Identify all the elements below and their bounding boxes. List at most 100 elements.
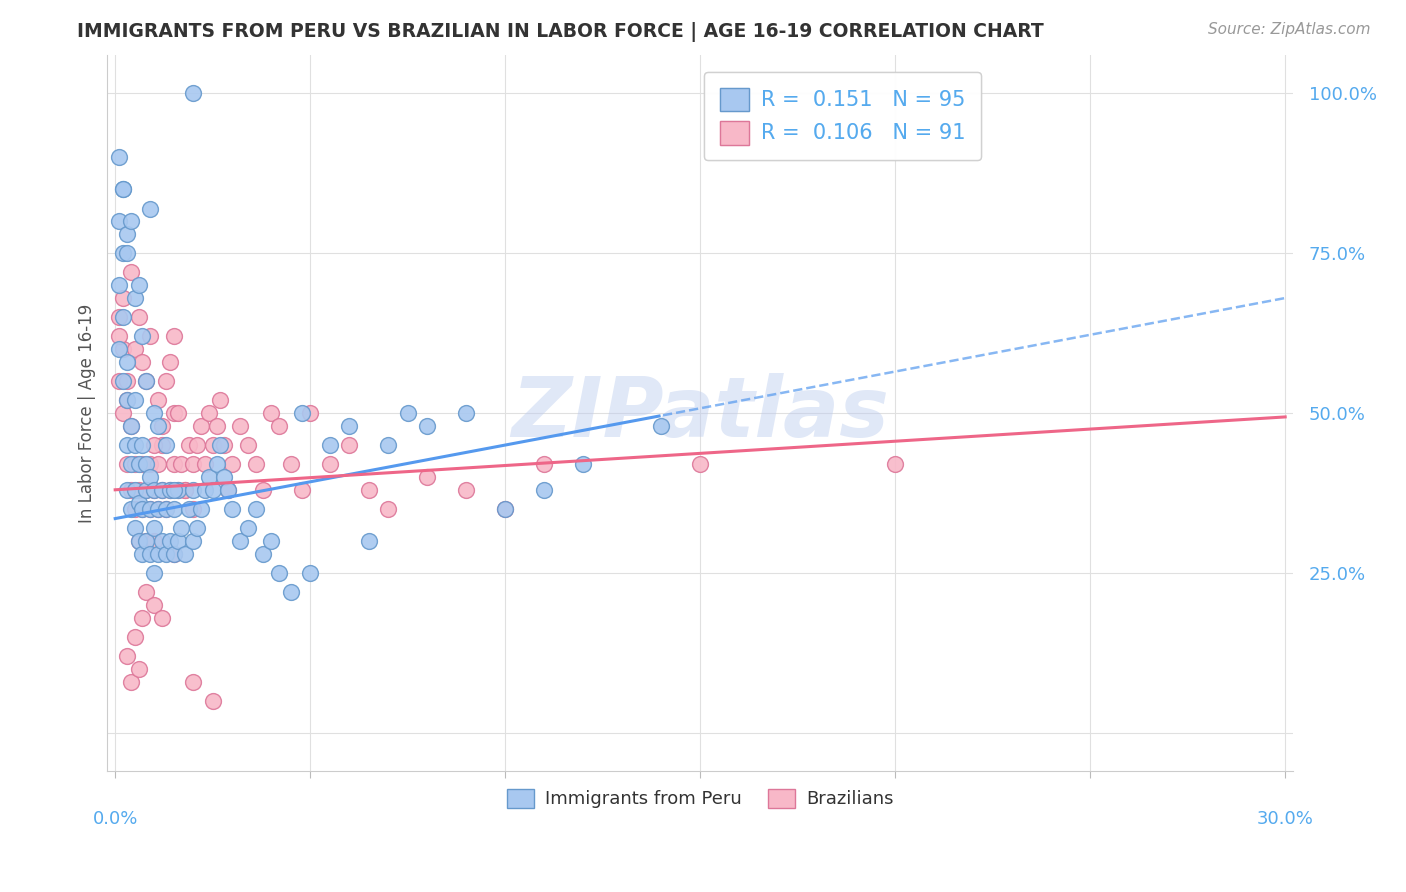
Point (135, 585, 157, 599)
Point (245, 457, 267, 471)
Point (181, 457, 204, 471)
Point (146, 457, 169, 471)
Point (318, 457, 340, 471)
Point (139, 470, 162, 484)
Point (143, 483, 166, 497)
Point (357, 533, 380, 548)
Point (299, 406, 322, 420)
Point (181, 533, 204, 548)
Point (120, 457, 142, 471)
Point (201, 483, 224, 497)
Point (128, 483, 150, 497)
Point (217, 483, 239, 497)
Point (115, 438, 138, 452)
Point (197, 406, 219, 420)
Point (166, 483, 188, 497)
Point (124, 438, 146, 452)
Text: IMMIGRANTS FROM PERU VS BRAZILIAN IN LABOR FORCE | AGE 16-19 CORRELATION CHART: IMMIGRANTS FROM PERU VS BRAZILIAN IN LAB… (77, 22, 1045, 42)
Point (128, 495, 150, 509)
Point (111, 246, 134, 260)
Point (128, 310, 150, 325)
Point (150, 483, 173, 497)
Point (111, 342, 134, 356)
Point (166, 533, 188, 548)
Point (111, 291, 134, 305)
Point (201, 438, 224, 452)
Point (179, 502, 201, 516)
Point (245, 502, 267, 516)
Point (229, 533, 252, 548)
Point (115, 457, 138, 471)
Point (124, 342, 146, 356)
Point (416, 418, 439, 433)
Point (252, 483, 274, 497)
Point (236, 521, 259, 535)
Point (120, 418, 142, 433)
Point (108, 310, 131, 325)
Point (115, 227, 138, 241)
Point (155, 502, 177, 516)
Point (146, 418, 169, 433)
Text: 0.0%: 0.0% (93, 810, 138, 828)
Point (214, 438, 236, 452)
Point (291, 406, 314, 420)
Point (163, 483, 186, 497)
Point (143, 598, 166, 612)
Point (139, 457, 162, 471)
Point (108, 150, 131, 164)
Point (267, 418, 290, 433)
Point (280, 457, 302, 471)
Point (190, 502, 212, 516)
Point (108, 214, 131, 228)
Point (124, 502, 146, 516)
Point (209, 393, 232, 408)
Point (146, 393, 169, 408)
Point (150, 533, 173, 548)
Point (181, 502, 204, 516)
Point (135, 483, 157, 497)
Point (377, 438, 399, 452)
Point (221, 457, 243, 471)
Point (115, 355, 138, 369)
Point (252, 547, 274, 561)
Point (170, 457, 193, 471)
Point (146, 547, 169, 561)
Point (159, 483, 181, 497)
Point (267, 566, 290, 580)
Point (111, 182, 134, 196)
Point (318, 438, 340, 452)
Point (150, 438, 173, 452)
Point (135, 533, 157, 548)
Point (124, 630, 146, 644)
Point (143, 406, 166, 420)
Point (209, 438, 232, 452)
Point (135, 533, 157, 548)
Point (139, 329, 162, 343)
Point (260, 533, 283, 548)
Point (163, 547, 186, 561)
Point (128, 533, 150, 548)
Point (337, 438, 360, 452)
Point (494, 502, 516, 516)
Point (221, 502, 243, 516)
Point (357, 483, 380, 497)
Point (108, 374, 131, 388)
Point (155, 502, 177, 516)
Point (115, 393, 138, 408)
Point (159, 483, 181, 497)
Point (115, 483, 138, 497)
Point (174, 483, 197, 497)
Point (155, 374, 177, 388)
Point (163, 547, 186, 561)
Point (124, 483, 146, 497)
Point (131, 438, 153, 452)
Point (120, 483, 142, 497)
Point (689, 457, 711, 471)
Point (135, 457, 157, 471)
Point (205, 457, 228, 471)
Point (159, 355, 181, 369)
Point (166, 483, 188, 497)
Point (135, 483, 157, 497)
Point (131, 329, 153, 343)
Point (115, 246, 138, 260)
